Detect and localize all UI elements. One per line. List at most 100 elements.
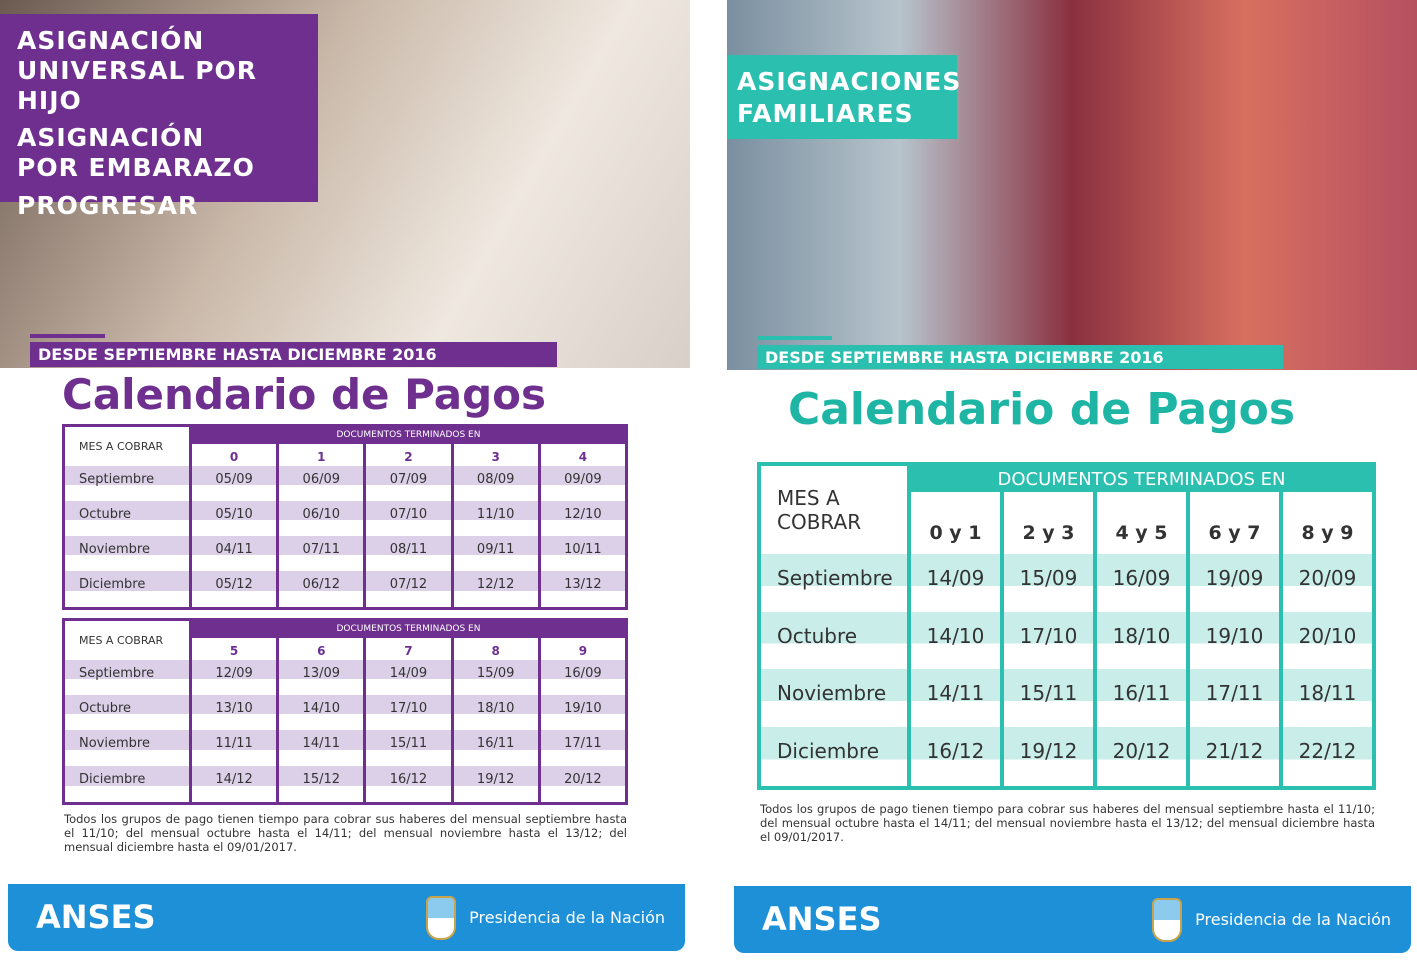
data-row: Diciembre 16/12 19/12 20/12 21/12 22/12: [759, 727, 1374, 788]
month-cell: Septiembre: [63, 659, 192, 695]
date-cell: 07/12: [363, 570, 453, 609]
period: DESDE SEPTIEMBRE HASTA DICIEMBRE 2016: [757, 345, 1283, 369]
banner-line: ASIGNACIÓN: [17, 123, 205, 152]
date-cell: 05/12: [188, 570, 278, 609]
date-cell: 08/09: [450, 465, 540, 501]
schedule-table: MES A COBRAR DOCUMENTOS TERMINADOS EN 0 1 2 3…: [62, 424, 628, 610]
date-cell: 15/11: [363, 730, 453, 766]
date-cell: 07/11: [276, 535, 365, 571]
data-row: Octubre 13/10 14/10 17/10 18/10 19/10: [63, 694, 627, 731]
footer: ANSES Presidencia de la Nación: [734, 886, 1411, 953]
banner-line: UNIVERSAL POR HIJO: [17, 56, 258, 115]
column-header: 0: [188, 443, 278, 466]
month-cell: Noviembre: [759, 669, 911, 728]
date-cell: 09/09: [537, 465, 627, 501]
month-cell: Octubre: [63, 500, 192, 536]
date-cell: 22/12: [1279, 727, 1374, 788]
date-cell: 17/10: [363, 694, 453, 731]
month-cell: Diciembre: [759, 727, 911, 788]
month-cell: Diciembre: [63, 570, 192, 609]
date-cell: 18/11: [1279, 669, 1374, 728]
date-cell: 13/10: [188, 694, 278, 731]
month-cell: Noviembre: [63, 535, 192, 571]
column-header: 0 y 1: [907, 492, 1002, 554]
date-cell: 17/11: [537, 730, 627, 766]
data-row: Noviembre 04/11 07/11 08/11 09/11 10/11: [63, 535, 627, 571]
month-cell: Septiembre: [63, 465, 192, 501]
program-banner: ASIGNACIONES FAMILIARES: [727, 55, 960, 139]
date-cell: 16/12: [363, 765, 453, 804]
banner-line: POR EMBARAZO: [17, 153, 255, 182]
brand: ANSES: [36, 898, 156, 936]
month-cell: Noviembre: [63, 730, 192, 766]
corner-cell: MES A COBRAR: [63, 619, 192, 660]
date-cell: 14/12: [188, 765, 278, 804]
column-header: 2 y 3: [1000, 492, 1095, 554]
banner-line: PROGRESAR: [17, 191, 199, 220]
date-cell: 16/11: [450, 730, 540, 766]
date-cell: 15/09: [450, 659, 540, 695]
date-cell: 11/11: [188, 730, 278, 766]
date-cell: 12/10: [537, 500, 627, 536]
date-cell: 05/10: [188, 500, 278, 536]
date-cell: 14/09: [363, 659, 453, 695]
date-cell: 11/10: [450, 500, 540, 536]
column-header: 3: [450, 443, 540, 466]
data-row: Septiembre 05/09 06/09 07/09 08/09 09/09: [63, 465, 627, 501]
date-cell: 14/11: [276, 730, 365, 766]
date-cell: 06/12: [276, 570, 365, 609]
date-cell: 05/09: [188, 465, 278, 501]
date-cell: 20/10: [1279, 611, 1374, 670]
banner-line: ASIGNACIÓN: [17, 26, 205, 55]
date-cell: 10/11: [537, 535, 627, 571]
date-cell: 13/09: [276, 659, 365, 695]
date-cell: 17/11: [1186, 669, 1281, 728]
group-header: DOCUMENTOS TERMINADOS EN: [190, 425, 627, 444]
date-cell: 07/09: [363, 465, 453, 501]
data-row: Diciembre 05/12 06/12 07/12 12/12 13/12: [63, 570, 627, 609]
date-cell: 12/12: [450, 570, 540, 609]
date-cell: 20/09: [1279, 554, 1374, 612]
column-header: 1: [276, 443, 365, 466]
date-cell: 19/09: [1186, 554, 1281, 612]
date-cell: 14/09: [907, 554, 1002, 612]
date-cell: 15/11: [1000, 669, 1095, 728]
date-cell: 20/12: [537, 765, 627, 804]
date-cell: 19/12: [1000, 727, 1095, 788]
header-row: MES A COBRAR DOCUMENTOS TERMINADOS EN: [63, 619, 627, 660]
date-cell: 19/10: [1186, 611, 1281, 670]
title: Calendario de Pagos: [787, 384, 1296, 435]
table: MES A COBRAR DOCUMENTOS TERMINADOS EN 0 y …: [757, 462, 1376, 790]
date-cell: 07/10: [363, 500, 453, 536]
corner-cell: MES A COBRAR: [759, 464, 911, 554]
data-row: Noviembre 11/11 14/11 15/11 16/11 17/11: [63, 730, 627, 766]
column-header: 2: [363, 443, 453, 466]
header-row: MES A COBRAR DOCUMENTOS TERMINADOS EN: [63, 425, 627, 466]
footer: ANSES Presidencia de la Nación: [8, 884, 685, 951]
header-row: MES A COBRAR DOCUMENTOS TERMINADOS EN: [759, 464, 1374, 554]
column-header: 6: [276, 637, 365, 660]
date-cell: 08/11: [363, 535, 453, 571]
column-header: 6 y 7: [1186, 492, 1281, 554]
schedule-table: MES A COBRAR DOCUMENTOS TERMINADOS EN 5 6 7 8…: [62, 618, 628, 805]
date-cell: 16/09: [1093, 554, 1188, 612]
date-cell: 19/10: [537, 694, 627, 731]
period: DESDE SEPTIEMBRE HASTA DICIEMBRE 2016: [30, 342, 557, 367]
column-header: 7: [363, 637, 453, 660]
month-cell: Diciembre: [63, 765, 192, 804]
date-cell: 18/10: [450, 694, 540, 731]
brand: ANSES: [762, 900, 882, 938]
table: MES A COBRAR DOCUMENTOS TERMINADOS EN 5 6 7 8…: [62, 618, 628, 805]
banner-line: FAMILIARES: [737, 99, 914, 128]
emblem: [426, 896, 456, 940]
data-row: Diciembre 14/12 15/12 16/12 19/12 20/12: [63, 765, 627, 804]
date-cell: 14/10: [907, 611, 1002, 670]
corner-cell: MES A COBRAR: [63, 425, 192, 466]
title: Calendario de Pagos: [62, 370, 547, 419]
column-header: 4: [537, 443, 627, 466]
data-row: Octubre 14/10 17/10 18/10 19/10 20/10: [759, 611, 1374, 670]
group-header: DOCUMENTOS TERMINADOS EN: [909, 464, 1374, 492]
